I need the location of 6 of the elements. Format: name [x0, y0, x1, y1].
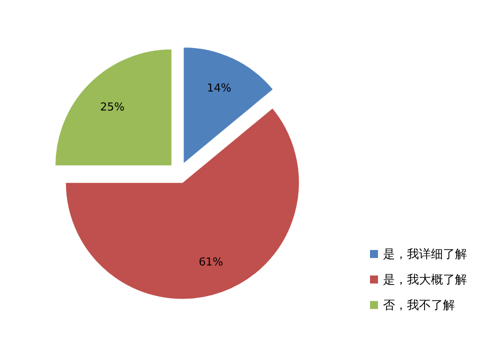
legend-label: 否，我不了解	[383, 298, 455, 312]
data-label: 61%	[198, 256, 224, 269]
data-label: 14%	[206, 82, 232, 95]
data-label: 25%	[100, 100, 125, 114]
legend-label: 是，我详细了解	[383, 247, 467, 261]
legend-label: 是，我大概了解	[383, 272, 467, 286]
